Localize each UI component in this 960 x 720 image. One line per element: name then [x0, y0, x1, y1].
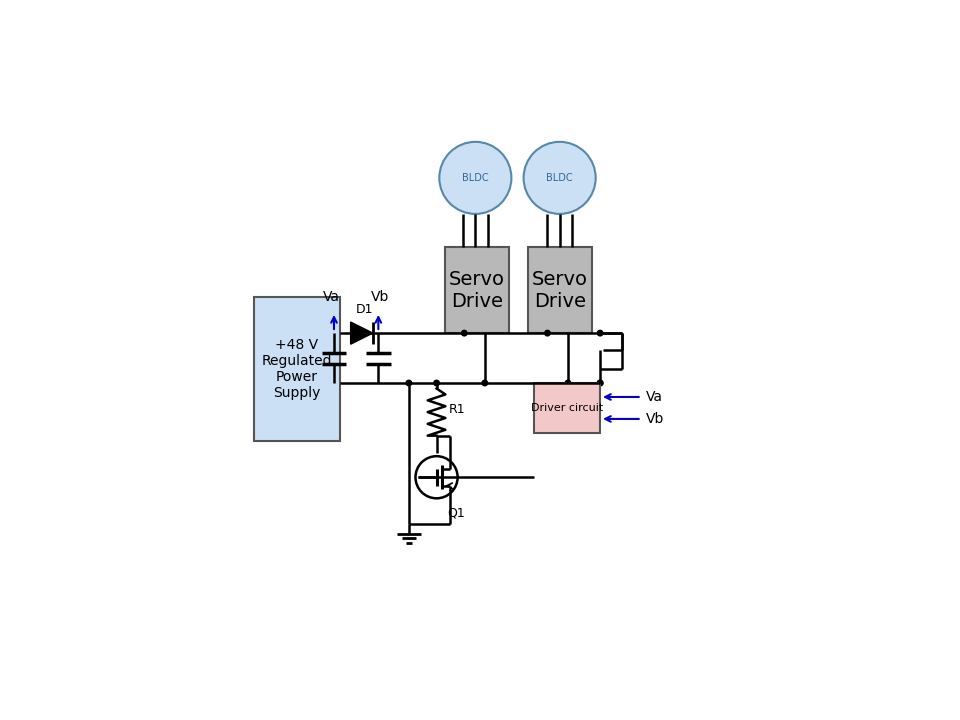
- FancyBboxPatch shape: [528, 247, 591, 333]
- Circle shape: [565, 380, 571, 386]
- Circle shape: [434, 380, 440, 386]
- Circle shape: [544, 330, 550, 336]
- Text: Vb: Vb: [371, 290, 389, 305]
- Text: Q1: Q1: [447, 507, 465, 520]
- Circle shape: [597, 380, 603, 386]
- Text: BLDC: BLDC: [462, 173, 489, 183]
- Text: Servo
Drive: Servo Drive: [532, 270, 588, 310]
- Text: +48 V
Regulated
Power
Supply: +48 V Regulated Power Supply: [261, 338, 332, 400]
- FancyBboxPatch shape: [253, 297, 340, 441]
- Circle shape: [482, 380, 488, 386]
- Circle shape: [597, 330, 603, 336]
- FancyBboxPatch shape: [534, 383, 600, 433]
- Circle shape: [440, 142, 512, 214]
- Polygon shape: [350, 322, 372, 344]
- Text: Driver circuit: Driver circuit: [531, 403, 603, 413]
- Text: D1: D1: [356, 303, 373, 317]
- Circle shape: [462, 330, 468, 336]
- Text: Servo
Drive: Servo Drive: [448, 270, 505, 310]
- Text: R1: R1: [448, 402, 466, 416]
- Text: BLDC: BLDC: [546, 173, 573, 183]
- Circle shape: [523, 142, 595, 214]
- Circle shape: [406, 380, 412, 386]
- Circle shape: [597, 380, 603, 386]
- Text: Va: Va: [323, 290, 340, 305]
- Circle shape: [416, 456, 458, 498]
- Text: Vb: Vb: [646, 412, 664, 426]
- FancyBboxPatch shape: [444, 247, 509, 333]
- Text: Va: Va: [646, 390, 663, 404]
